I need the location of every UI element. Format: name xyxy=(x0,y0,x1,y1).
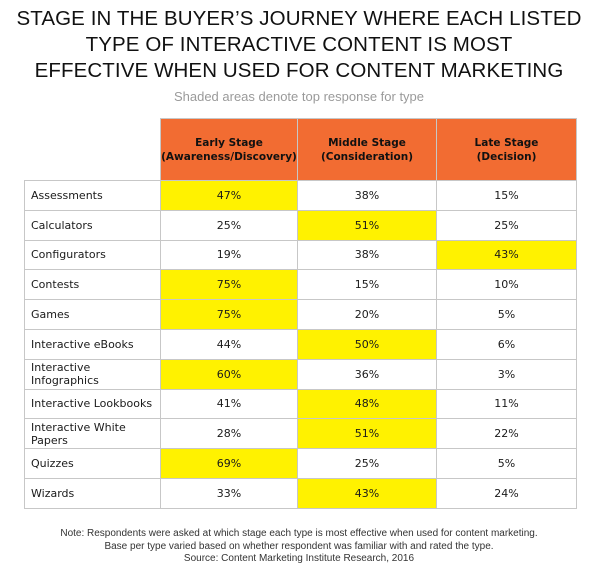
column-header: Late Stage (Decision) xyxy=(436,118,577,181)
value-cell: 10% xyxy=(436,269,577,301)
top-response-cell: 69% xyxy=(160,448,298,479)
row-label: Contests xyxy=(24,269,161,301)
value-cell: 38% xyxy=(297,180,437,211)
column-header-subtitle: (Consideration) xyxy=(320,150,414,163)
table-row: Assessments 47% 38% 15% xyxy=(24,180,577,211)
value-cell: 33% xyxy=(160,477,298,509)
data-table: Early Stage (Awareness/Discovery) Middle… xyxy=(24,118,577,509)
row-label: Assessments xyxy=(24,180,161,211)
column-header-subtitle: (Decision) xyxy=(476,150,537,163)
column-header-title: Late Stage xyxy=(474,136,539,149)
column-header-subtitle: (Awareness/Discovery) xyxy=(161,150,297,163)
top-response-cell: 60% xyxy=(160,358,298,390)
table-row: Interactive Infographics 60% 36% 3% xyxy=(24,358,577,390)
title-line: STAGE IN THE BUYER’S JOURNEY WHERE EACH … xyxy=(16,7,582,30)
table-row: Contests 75% 15% 10% xyxy=(24,269,577,301)
value-cell: 22% xyxy=(436,418,577,450)
column-header: Middle Stage (Consideration) xyxy=(297,118,437,181)
value-cell: 41% xyxy=(160,388,298,420)
table-row: Quizzes 69% 25% 5% xyxy=(24,448,577,479)
value-cell: 5% xyxy=(436,299,577,330)
value-cell: 15% xyxy=(436,180,577,211)
top-response-cell: 50% xyxy=(297,328,437,360)
value-cell: 15% xyxy=(297,269,437,301)
top-response-cell: 75% xyxy=(160,299,298,330)
table-row: Configurators 19% 38% 43% xyxy=(24,239,577,271)
row-label: Interactive White Papers xyxy=(24,418,161,450)
top-response-cell: 47% xyxy=(160,180,298,211)
header-row: Early Stage (Awareness/Discovery) Middle… xyxy=(24,118,577,181)
value-cell: 25% xyxy=(297,448,437,479)
table-row: Interactive White Papers 28% 51% 22% xyxy=(24,418,577,450)
value-cell: 11% xyxy=(436,388,577,420)
chart-subtitle: Shaded areas denote top response for typ… xyxy=(173,89,425,104)
top-response-cell: 51% xyxy=(297,418,437,450)
title-line: TYPE OF INTERACTIVE CONTENT IS MOST xyxy=(85,33,513,56)
value-cell: 25% xyxy=(160,209,298,241)
table-row: Interactive Lookbooks 41% 48% 11% xyxy=(24,388,577,420)
row-label: Games xyxy=(24,299,161,330)
note-line: Note: Respondents were asked at which st… xyxy=(60,528,538,539)
title-line: EFFECTIVE WHEN USED FOR CONTENT MARKETIN… xyxy=(34,59,564,82)
value-cell: 28% xyxy=(160,418,298,450)
value-cell: 25% xyxy=(436,209,577,241)
table-row: Wizards 33% 43% 24% xyxy=(24,477,577,509)
top-response-cell: 43% xyxy=(436,239,577,271)
corner-cell xyxy=(24,118,161,181)
column-header: Early Stage (Awareness/Discovery) xyxy=(160,118,298,181)
table-row: Calculators 25% 51% 25% xyxy=(24,209,577,241)
top-response-cell: 43% xyxy=(297,477,437,509)
row-label: Configurators xyxy=(24,239,161,271)
table-row: Games 75% 20% 5% xyxy=(24,299,577,330)
row-label: Wizards xyxy=(24,477,161,509)
value-cell: 44% xyxy=(160,328,298,360)
table-body: Assessments 47% 38% 15% Calculators 25% 51% 25%… xyxy=(24,180,577,509)
row-label: Interactive Infographics xyxy=(24,358,161,390)
top-response-cell: 51% xyxy=(297,209,437,241)
row-label: Interactive eBooks xyxy=(24,328,161,360)
source-line: Source: Content Marketing Institute Rese… xyxy=(183,553,415,564)
footnotes: Note: Respondents were asked at which st… xyxy=(0,528,598,566)
chart-title: STAGE IN THE BUYER’S JOURNEY WHERE EACH … xyxy=(0,6,598,84)
value-cell: 5% xyxy=(436,448,577,479)
column-header-title: Middle Stage xyxy=(328,136,406,149)
value-cell: 19% xyxy=(160,239,298,271)
top-response-cell: 75% xyxy=(160,269,298,301)
value-cell: 36% xyxy=(297,358,437,390)
row-label: Calculators xyxy=(24,209,161,241)
value-cell: 3% xyxy=(436,358,577,390)
row-label: Interactive Lookbooks xyxy=(24,388,161,420)
top-response-cell: 48% xyxy=(297,388,437,420)
value-cell: 20% xyxy=(297,299,437,330)
column-header-title: Early Stage xyxy=(195,136,263,149)
value-cell: 6% xyxy=(436,328,577,360)
table-row: Interactive eBooks 44% 50% 6% xyxy=(24,328,577,360)
note-line: Base per type varied based on whether re… xyxy=(104,540,494,552)
value-cell: 24% xyxy=(436,477,577,509)
row-label: Quizzes xyxy=(24,448,161,479)
value-cell: 38% xyxy=(297,239,437,271)
